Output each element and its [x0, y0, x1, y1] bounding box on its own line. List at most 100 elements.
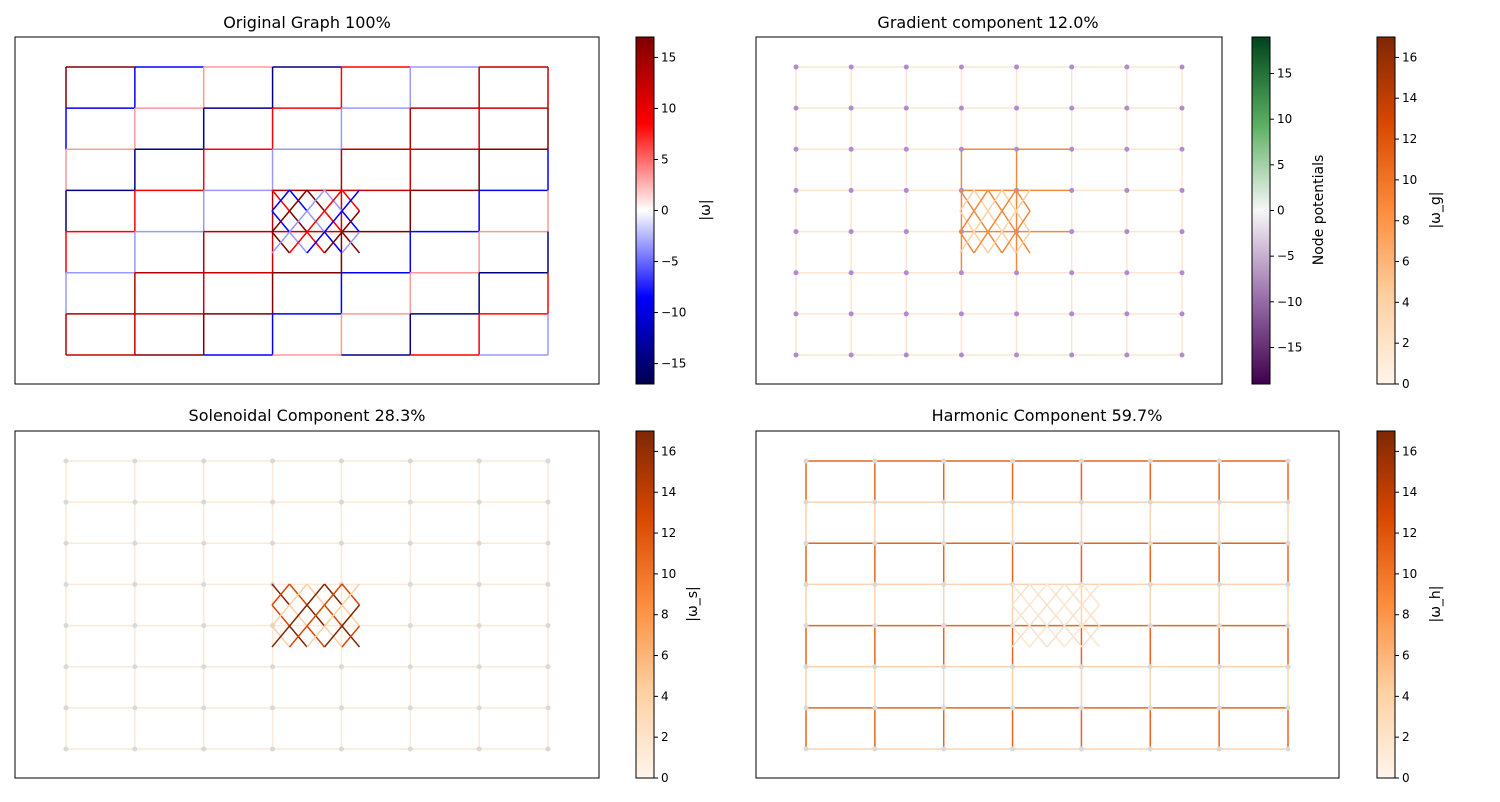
- node: [201, 705, 207, 711]
- node: [1124, 311, 1130, 317]
- node: [1285, 458, 1291, 464]
- node: [1216, 581, 1222, 587]
- patch-edge: [271, 231, 291, 254]
- title-original: Original Graph 100%: [223, 13, 391, 32]
- node: [132, 540, 138, 546]
- node: [941, 623, 947, 629]
- colorbar-harmonic-ticks: 0 2 4 6 8 10 12 14 16: [1395, 444, 1417, 785]
- node: [872, 458, 878, 464]
- patch-edge: [341, 210, 361, 233]
- patch-edge: [1063, 625, 1083, 648]
- node: [903, 187, 909, 193]
- patch-edge: [1001, 210, 1017, 233]
- colorbar-tick-label: 8: [661, 608, 669, 622]
- node: [407, 458, 413, 464]
- node: [872, 540, 878, 546]
- node: [803, 581, 809, 587]
- node: [407, 705, 413, 711]
- node: [545, 664, 551, 670]
- node: [1285, 705, 1291, 711]
- colorbar-tick-label: −5: [1277, 249, 1295, 263]
- patch-edge: [1015, 210, 1031, 233]
- node: [1078, 746, 1084, 752]
- colorbar-tick-label: 12: [661, 526, 676, 540]
- patch-edge: [1028, 625, 1048, 648]
- panel-harmonic: Harmonic Component 59.7%: [755, 406, 1340, 779]
- node: [941, 458, 947, 464]
- node: [407, 540, 413, 546]
- node: [1216, 623, 1222, 629]
- colorbar-harmonic-fill: [1376, 430, 1396, 779]
- colorbar-node-potentials-ticks: −15 −10 −5 0 5 10 15: [1270, 67, 1302, 354]
- node: [63, 746, 69, 752]
- node: [958, 270, 964, 276]
- patch-edge: [1046, 625, 1066, 648]
- node: [407, 581, 413, 587]
- patch-edge: [1063, 604, 1083, 627]
- node: [1078, 499, 1084, 505]
- node: [1285, 746, 1291, 752]
- node: [1147, 581, 1153, 587]
- colorbar-tick-label: 8: [1402, 214, 1410, 228]
- node: [201, 458, 207, 464]
- node: [1216, 540, 1222, 546]
- node: [903, 64, 909, 70]
- patch-edge: [973, 189, 989, 212]
- node: [63, 664, 69, 670]
- node: [1216, 705, 1222, 711]
- node: [793, 270, 799, 276]
- node: [1069, 64, 1075, 70]
- node: [958, 352, 964, 358]
- node: [63, 540, 69, 546]
- colorbar-tick-label: 16: [1402, 444, 1417, 458]
- patch-edge: [1081, 625, 1101, 648]
- network-original: [65, 66, 549, 356]
- node: [872, 664, 878, 670]
- patch-edge: [323, 189, 343, 212]
- colorbar-tick-label: 16: [661, 444, 676, 458]
- node: [941, 746, 947, 752]
- colorbar-tick-label: 10: [1402, 173, 1417, 187]
- colorbar-gradient-label: |ω_g|: [1428, 191, 1444, 228]
- node: [848, 270, 854, 276]
- node: [903, 146, 909, 152]
- node: [958, 311, 964, 317]
- node: [848, 64, 854, 70]
- node: [407, 623, 413, 629]
- node: [1014, 105, 1020, 111]
- patch-edge: [288, 189, 308, 212]
- node: [1010, 499, 1016, 505]
- node: [872, 581, 878, 587]
- node: [1069, 270, 1075, 276]
- node: [793, 105, 799, 111]
- colorbar-tick-label: 0: [1402, 771, 1410, 785]
- node: [941, 664, 947, 670]
- network-solenoidal: [63, 458, 551, 752]
- node: [545, 581, 551, 587]
- node: [848, 311, 854, 317]
- colorbar-tick-label: 0: [661, 204, 669, 218]
- node: [1147, 540, 1153, 546]
- node: [1179, 105, 1185, 111]
- colorbar-original: −15 −10 −5 0 5 10 15 |ω|: [635, 36, 714, 385]
- node: [1010, 746, 1016, 752]
- node: [1216, 664, 1222, 670]
- colorbar-gradient-fill: [1376, 36, 1396, 385]
- node: [1014, 64, 1020, 70]
- node: [1285, 664, 1291, 670]
- node: [201, 540, 207, 546]
- patch-edge: [1015, 231, 1031, 254]
- node: [338, 458, 344, 464]
- patch-edge: [1001, 189, 1017, 212]
- colorbar-tick-label: 14: [1402, 91, 1417, 105]
- node: [476, 746, 482, 752]
- patch-edge: [1001, 231, 1017, 254]
- node: [1078, 705, 1084, 711]
- node: [132, 499, 138, 505]
- colorbar-solenoidal: 0 2 4 6 8 10 12 14 16 |ω_s|: [635, 430, 701, 785]
- patch-edge: [1011, 583, 1031, 606]
- colorbar-tick-label: 5: [1277, 158, 1285, 172]
- patch-edge: [288, 210, 308, 233]
- node: [132, 623, 138, 629]
- colorbar-tick-label: −15: [661, 357, 686, 371]
